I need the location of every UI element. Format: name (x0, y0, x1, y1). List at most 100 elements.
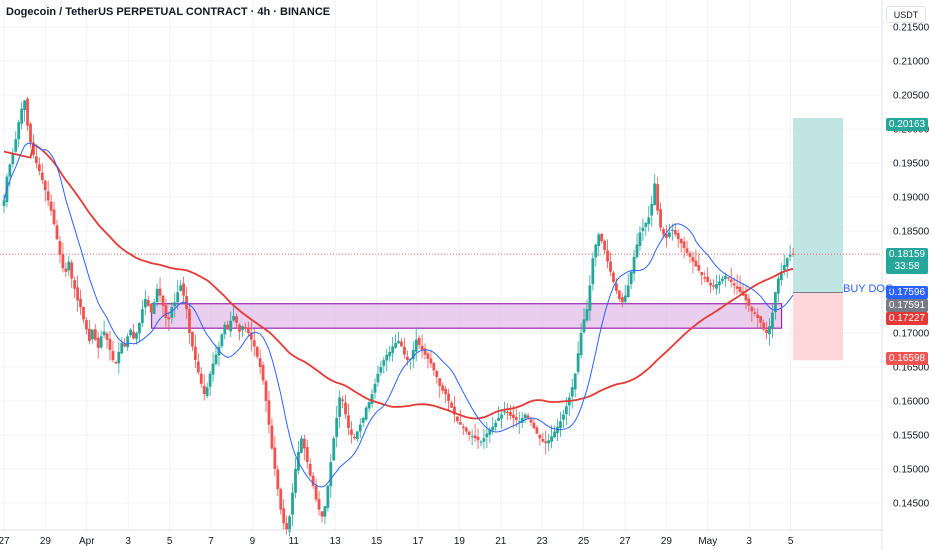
candle-body (497, 418, 500, 421)
candle-body (671, 230, 674, 231)
candle-body (138, 323, 141, 334)
candle-body (656, 184, 659, 211)
candle-body (332, 438, 335, 460)
candle-body (300, 438, 303, 453)
candle-body (359, 425, 362, 432)
candle-body (365, 408, 368, 420)
candle-body (344, 403, 347, 415)
candle-body (112, 351, 115, 360)
candle-body (59, 241, 62, 255)
candle-body (262, 365, 265, 380)
candle-body (85, 320, 88, 330)
currency-unit-button[interactable]: USDT (886, 6, 926, 23)
candle-body (91, 330, 94, 340)
candle-body (674, 230, 677, 234)
candle-body (650, 204, 653, 216)
candle-body (117, 352, 120, 363)
candle-body (641, 228, 644, 232)
candle-body (624, 296, 627, 302)
candle-body (341, 399, 344, 400)
candle-body (765, 330, 768, 333)
candle-body (385, 355, 388, 361)
candle-body (630, 272, 633, 284)
candle-body (603, 241, 606, 250)
candle-body (418, 338, 421, 345)
candle-body (594, 245, 597, 258)
candle-body (718, 281, 721, 285)
candle-body (109, 339, 112, 350)
candle-body (783, 265, 786, 270)
candle-body (306, 447, 309, 462)
candle-body (627, 285, 630, 297)
candle-body (347, 415, 350, 428)
candle-body (67, 262, 70, 271)
candle-body (468, 432, 471, 435)
candle-body (589, 285, 592, 310)
candle-body (20, 109, 23, 124)
x-tick-label: 21 (495, 536, 507, 547)
candle-body (644, 223, 647, 227)
candle-body (615, 283, 618, 291)
candle-body (503, 411, 506, 412)
price-chart[interactable]: 0.215000.210000.205000.200000.195000.190… (0, 0, 932, 550)
candle-body (23, 101, 26, 110)
candle-body (450, 403, 453, 408)
candle-body (73, 280, 76, 289)
x-tick-label: 29 (661, 536, 673, 547)
stop-price-tag: 0.16598 (886, 352, 928, 365)
candle-body (271, 426, 274, 449)
candle-body (167, 317, 170, 319)
candle-body (712, 285, 715, 287)
candle-body (730, 280, 733, 282)
candle-body (774, 292, 777, 312)
red-ma-price-tag: 0.17227 (886, 312, 928, 325)
time-axis[interactable]: 27 29 Apr 3 5 7 9 11 13 15 17 19 21 23 25 27 29 May 3 5 (0, 530, 882, 547)
candle-body (559, 421, 562, 428)
candle-body (268, 400, 271, 424)
candle-body (403, 347, 406, 355)
candle-body (82, 307, 85, 319)
candle-body (533, 423, 536, 428)
candle-body (129, 330, 132, 336)
candle-body (462, 427, 465, 428)
y-tick-label: 0.16000 (893, 396, 930, 407)
candle-body (580, 333, 583, 355)
candle-body (312, 476, 315, 486)
candle-body (745, 294, 748, 300)
x-tick-label: 27 (619, 536, 631, 547)
candle-body (150, 304, 153, 312)
candle-body (191, 332, 194, 346)
candle-body (106, 334, 109, 340)
candle-body (536, 427, 539, 433)
candle-body (288, 516, 291, 531)
candle-body (621, 297, 624, 302)
candle-body (677, 233, 680, 239)
candle-body (591, 258, 594, 284)
current-price-value: 0.18159 (886, 249, 928, 261)
candle-body (547, 440, 550, 443)
candle-body (321, 511, 324, 516)
candle-body (506, 412, 509, 413)
candle-body (309, 464, 312, 476)
candle-body (76, 287, 79, 300)
candle-body (94, 329, 97, 340)
candle-body (141, 309, 144, 323)
x-tick-label: 15 (371, 536, 383, 547)
price-axis[interactable]: 0.215000.210000.205000.200000.195000.190… (882, 0, 930, 550)
candle-body (753, 312, 756, 314)
candle-body (494, 423, 497, 428)
candle-body (368, 402, 371, 408)
candle-body (647, 217, 650, 223)
candle-body (64, 269, 67, 272)
candle-body (356, 431, 359, 439)
candle-body (215, 355, 218, 364)
candle-body (3, 200, 6, 205)
candle-body (397, 341, 400, 343)
chart-title: Dogecoin / TetherUS PERPETUAL CONTRACT ·… (6, 6, 330, 18)
candle-body (162, 296, 165, 306)
candle-body (182, 283, 185, 295)
candle-body (335, 418, 338, 437)
candle-body (388, 352, 391, 356)
candle-body (574, 374, 577, 390)
y-tick-label: 0.18500 (893, 227, 930, 238)
